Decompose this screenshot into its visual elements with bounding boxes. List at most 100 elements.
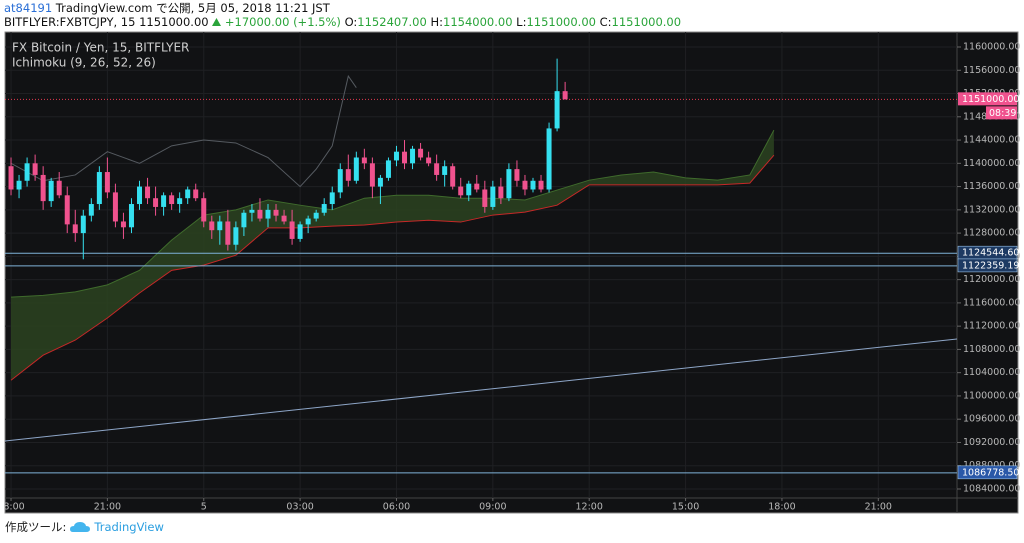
candle-body: [369, 163, 375, 187]
candle-body: [490, 186, 496, 207]
candle-body: [554, 91, 560, 129]
candle-body: [177, 198, 183, 205]
ohlc-value: 1151000.00: [526, 15, 596, 29]
candle-body: [281, 215, 287, 222]
candle-body: [8, 166, 14, 190]
candle-body: [393, 151, 399, 161]
y-tick-label: 1144000.00: [963, 135, 1020, 146]
candle-body: [321, 204, 327, 213]
x-tick-label: 5: [201, 502, 207, 513]
ohlc-label: H:: [430, 15, 443, 29]
candle-body: [24, 163, 30, 181]
candle-body: [96, 172, 102, 205]
plot-area: [5, 58, 957, 474]
y-tick-label: 1160000.00: [963, 42, 1020, 53]
symbol: BITFLYER:FXBTCJPY, 15: [4, 15, 136, 29]
candle-body: [32, 163, 38, 175]
candle-body: [482, 189, 488, 207]
candle-body: [201, 198, 207, 222]
footer-label: 作成ツール:: [5, 520, 67, 534]
candle-body: [385, 160, 391, 178]
candle-body: [88, 204, 94, 216]
candle-body: [40, 174, 46, 202]
candle-body: [410, 148, 416, 164]
candle-body: [305, 218, 311, 225]
candle-body: [538, 180, 544, 190]
y-tick-label: 1112000.00: [963, 321, 1020, 332]
candle-body: [345, 169, 351, 181]
x-tick-label: 03:00: [286, 502, 313, 513]
price-label-box: [957, 465, 1018, 480]
x-tick-label: 18:00: [768, 502, 795, 513]
trend-line: [5, 338, 957, 442]
y-tick-label: 1136000.00: [963, 181, 1020, 192]
candle-body: [169, 195, 175, 205]
candle-body: [474, 183, 480, 190]
published: TradingView.com で公開, 5月 05, 2018 11:21 J…: [55, 1, 330, 15]
candle-body: [72, 224, 78, 234]
candle-body: [353, 157, 359, 181]
change: +17000.00 (+1.5%): [212, 15, 341, 29]
candle-body: [193, 189, 199, 199]
candle-body: [265, 209, 271, 219]
x-tick-label: 21:00: [865, 502, 892, 513]
candle-body: [257, 209, 263, 219]
candle-body: [185, 189, 191, 199]
candle-body: [426, 157, 432, 164]
candle-body: [297, 224, 303, 239]
ohlc-value: 1152407.00: [357, 15, 427, 29]
candle-body: [217, 221, 223, 231]
y-tick-label: 1116000.00: [963, 297, 1020, 308]
candle-body: [498, 186, 504, 199]
y-tick-label: 1140000.00: [963, 158, 1020, 169]
candle-body: [418, 148, 424, 158]
last-price: 1151000.00: [139, 15, 209, 29]
candle-body: [329, 192, 335, 205]
candle-body: [80, 215, 86, 234]
price-label: 1122359.19: [962, 260, 1019, 271]
candle-body: [506, 169, 512, 199]
price-label-box: [957, 258, 1018, 273]
countdown: 08:39: [989, 108, 1016, 119]
up-arrow: [212, 18, 222, 26]
candle-body: [56, 180, 62, 196]
candle-body: [361, 157, 367, 164]
brand-link[interactable]: TradingView: [94, 520, 164, 534]
candle-body: [530, 180, 536, 190]
chart-title: FX Bitcoin / Yen, 15, BITFLYER: [12, 41, 189, 55]
candle-body: [153, 198, 159, 207]
y-tick-label: 1100000.00: [963, 390, 1020, 401]
candle-body: [562, 91, 568, 100]
publish-line: at84191 TradingView.com で公開, 5月 05, 2018…: [4, 1, 681, 15]
candle-body: [233, 227, 239, 245]
x-tick-label: 12:00: [576, 502, 603, 513]
candle-body: [120, 221, 126, 228]
user-link[interactable]: at84191: [4, 1, 53, 15]
candle-body: [522, 180, 528, 190]
lagging-span: [10, 74, 357, 188]
candle-body: [145, 186, 151, 199]
candle-body: [249, 209, 255, 213]
candle-body: [16, 180, 22, 190]
price-label: 1151000.00: [962, 94, 1019, 105]
indicator-label: Ichimoku (9, 26, 52, 26): [12, 56, 156, 70]
candle-body: [104, 172, 110, 193]
x-tick-label: 21:00: [94, 502, 121, 513]
candle-body: [546, 128, 552, 190]
candle-body: [64, 195, 70, 225]
candle-body: [514, 169, 520, 181]
price-label: 1124544.60: [962, 248, 1019, 259]
y-tick-label: 1128000.00: [963, 228, 1020, 239]
candle-body: [112, 192, 118, 222]
axes: 1084000.001088000.001092000.001096000.00…: [5, 42, 1020, 513]
candle-body: [225, 221, 231, 245]
span-a-line: [10, 129, 775, 298]
y-tick-label: 1096000.00: [963, 414, 1020, 425]
candle-body: [402, 151, 408, 164]
candle-body: [241, 212, 247, 228]
y-tick-label: 1084000.00: [963, 483, 1020, 494]
span-b-line: [10, 154, 775, 381]
candle-body: [450, 166, 456, 187]
grid: [5, 32, 957, 498]
